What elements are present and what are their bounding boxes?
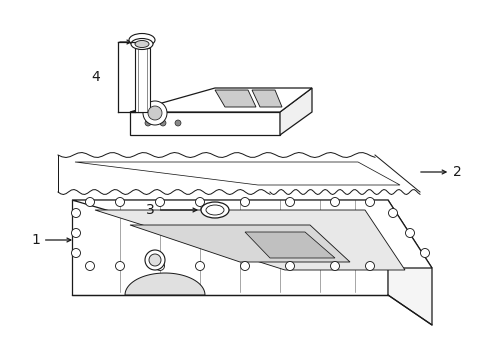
Ellipse shape [285, 198, 294, 207]
Ellipse shape [405, 229, 414, 238]
Polygon shape [280, 88, 311, 135]
Text: 1: 1 [31, 233, 71, 247]
Text: 2: 2 [420, 165, 461, 179]
Polygon shape [95, 210, 404, 270]
Polygon shape [130, 112, 280, 135]
Polygon shape [125, 273, 204, 295]
Ellipse shape [149, 254, 161, 266]
Polygon shape [387, 200, 431, 325]
Ellipse shape [155, 261, 164, 270]
Ellipse shape [365, 198, 374, 207]
Ellipse shape [201, 202, 228, 218]
Polygon shape [251, 90, 282, 107]
Ellipse shape [195, 198, 204, 207]
Text: 3: 3 [146, 203, 197, 217]
Polygon shape [75, 162, 399, 185]
Ellipse shape [160, 120, 165, 126]
Ellipse shape [145, 120, 151, 126]
Ellipse shape [285, 261, 294, 270]
Ellipse shape [240, 198, 249, 207]
Polygon shape [58, 155, 419, 192]
Ellipse shape [131, 39, 153, 49]
Ellipse shape [135, 40, 149, 48]
Polygon shape [135, 48, 150, 112]
Ellipse shape [175, 120, 181, 126]
Ellipse shape [85, 261, 94, 270]
Ellipse shape [330, 261, 339, 270]
Ellipse shape [115, 198, 124, 207]
Ellipse shape [129, 33, 155, 46]
Ellipse shape [142, 101, 167, 125]
Polygon shape [130, 225, 349, 262]
Polygon shape [130, 88, 311, 112]
Ellipse shape [387, 208, 397, 217]
Ellipse shape [145, 250, 164, 270]
Ellipse shape [115, 261, 124, 270]
Ellipse shape [71, 208, 81, 217]
Polygon shape [215, 90, 256, 107]
Ellipse shape [240, 261, 249, 270]
Polygon shape [244, 232, 334, 258]
Ellipse shape [148, 106, 162, 120]
Ellipse shape [365, 261, 374, 270]
Ellipse shape [205, 205, 224, 215]
Ellipse shape [71, 248, 81, 257]
Ellipse shape [195, 261, 204, 270]
Polygon shape [72, 200, 387, 295]
Ellipse shape [71, 229, 81, 238]
Polygon shape [72, 200, 431, 268]
Ellipse shape [85, 198, 94, 207]
Ellipse shape [155, 198, 164, 207]
Text: 4: 4 [91, 70, 100, 84]
Ellipse shape [330, 198, 339, 207]
Ellipse shape [420, 248, 428, 257]
